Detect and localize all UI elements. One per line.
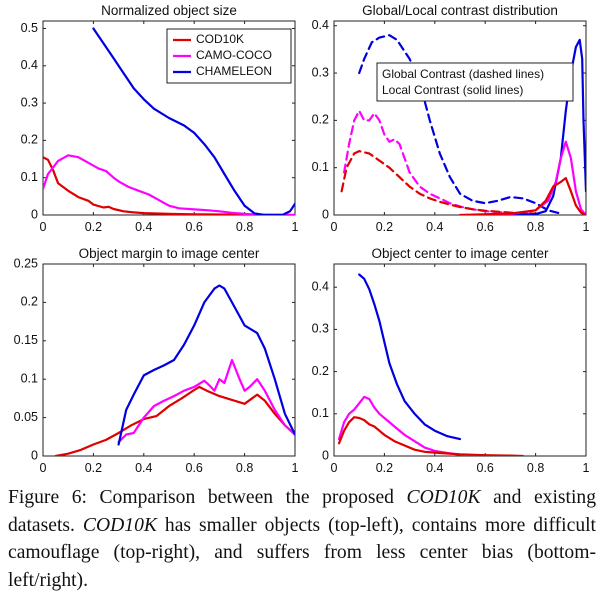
figure-caption: Figure 6: Comparison between the propose… (8, 484, 596, 594)
y-tick-label: 0 (31, 207, 38, 221)
legend-label: CHAMELEON (196, 64, 272, 78)
x-tick-label: 0.6 (186, 220, 203, 234)
series-line-camo-coco (117, 358, 295, 444)
y-tick-label: 0.2 (21, 133, 38, 147)
series-line-chameleon (358, 273, 462, 441)
x-tick-label: 0.2 (376, 461, 393, 475)
x-tick-label: 0.8 (527, 220, 544, 234)
panel-object-size: Normalized object size 0 0.2 0.4 0.6 0.8 1 0 0.1… (21, 3, 299, 234)
y-tick-label: 0.2 (312, 364, 329, 378)
legend-label: CAMO-COCO (196, 48, 272, 62)
y-tick-label: 0.1 (312, 406, 329, 420)
y-tick-label: 0.3 (312, 322, 329, 336)
axes-box (333, 263, 587, 457)
caption-rest: has smaller objects (top-left), contains… (8, 514, 597, 591)
panel-object-center: Object center to image center 0 0.2 0.4 0.6 0… (312, 246, 590, 475)
series-line-cod10k (337, 416, 525, 456)
x-tick-label: 1 (583, 461, 590, 475)
x-tick-label: 0.6 (477, 461, 494, 475)
x-tick-label: 1 (292, 220, 299, 234)
x-tick-label: 0.8 (236, 461, 253, 475)
x-tick-label: 0 (40, 220, 47, 234)
x-tick-label: 0.2 (85, 461, 102, 475)
x-tick-label: 0 (331, 220, 338, 234)
x-tick-label: 0 (331, 461, 338, 475)
series-line-camo-coco (43, 154, 295, 215)
caption-prefix: Figure 6: Comparison between the propose… (8, 487, 407, 508)
y-tick-label: 0.1 (21, 170, 38, 184)
x-tick-label: 0.8 (527, 461, 544, 475)
x-tick-label: 1 (292, 461, 299, 475)
series-line-chameleon-local (471, 38, 586, 215)
y-tick-label: 0.1 (21, 371, 38, 385)
series-line-cod10k (54, 385, 295, 456)
chart-title: Normalized object size (101, 3, 237, 18)
y-tick-label: 0 (31, 448, 38, 462)
y-tick-label: 0 (322, 448, 329, 462)
chart-title: Object center to image center (371, 246, 549, 261)
annotation-text: Global Contrast (dashed lines) (382, 67, 544, 81)
x-tick-label: 1 (583, 220, 590, 234)
y-tick-label: 0.3 (21, 95, 38, 109)
x-tick-label: 0.6 (477, 220, 494, 234)
caption-em-1: COD10K (406, 487, 481, 508)
y-tick-label: 0.2 (21, 295, 38, 309)
x-tick-label: 0.8 (236, 220, 253, 234)
y-tick-label: 0.4 (312, 280, 329, 294)
axes-box (42, 263, 296, 457)
figure: Normalized object size 0 0.2 0.4 0.6 0.8 1 0 0.1… (14, 3, 590, 475)
y-tick-label: 0.15 (14, 333, 38, 347)
series-line-chameleon-global (358, 34, 562, 215)
series-line-cod10k-global (340, 150, 537, 215)
x-tick-label: 0.6 (186, 461, 203, 475)
y-tick-label: 0.25 (14, 256, 38, 270)
caption-em-2: COD10K (82, 514, 157, 536)
panel-object-margin: Object margin to image center 0 0.2 0.4 0.6 0… (14, 246, 299, 475)
series-line-chameleon (117, 284, 295, 446)
series-line-camo-coco-global (343, 109, 537, 215)
x-tick-label: 0.2 (376, 220, 393, 234)
x-tick-label: 0.4 (426, 220, 443, 234)
legend-label: COD10K (196, 32, 244, 46)
axes-box (333, 20, 587, 216)
series-line-cod10k-local (458, 177, 586, 215)
y-tick-label: 0.05 (14, 410, 38, 424)
series-line-chameleon (92, 27, 295, 215)
x-tick-label: 0.4 (135, 220, 152, 234)
y-tick-label: 0.5 (21, 21, 38, 35)
y-tick-label: 0.2 (312, 113, 329, 127)
caption-mid: and existing datasets. (8, 487, 596, 536)
annotation-text: Local Contrast (solid lines) (382, 83, 523, 97)
x-tick-label: 0 (40, 461, 47, 475)
series-line-cod10k (43, 156, 295, 215)
y-tick-label: 0.4 (21, 58, 38, 72)
y-tick-label: 0 (322, 207, 329, 221)
chart-title: Object margin to image center (79, 246, 260, 261)
annotation-box (376, 62, 574, 102)
series-line-camo-coco (337, 395, 487, 456)
x-tick-label: 0.4 (426, 461, 443, 475)
y-tick-label: 0.1 (312, 160, 329, 174)
x-tick-label: 0.2 (85, 220, 102, 234)
y-tick-label: 0.3 (312, 65, 329, 79)
y-tick-label: 0.4 (312, 18, 329, 32)
chart-title: Global/Local contrast distribution (362, 3, 558, 18)
panel-contrast-distribution: Global/Local contrast distribution 0 0.2 0.… (312, 3, 590, 234)
x-tick-label: 0.4 (135, 461, 152, 475)
